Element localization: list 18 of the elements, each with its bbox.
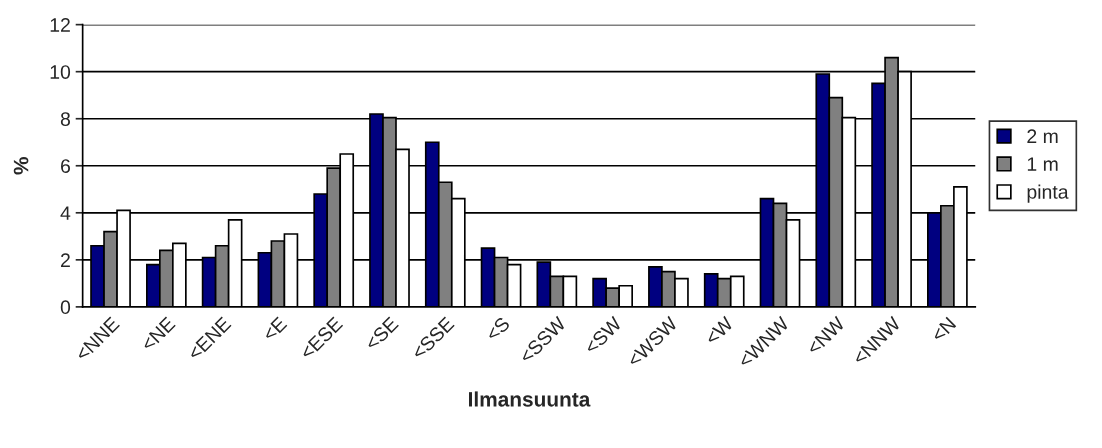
y-tick-label: 4 [60, 206, 71, 220]
x-tick-label: <SE [364, 316, 399, 352]
x-tick-label: <NE [140, 316, 176, 352]
legend-label: 1 m [1027, 157, 1058, 171]
legend-label: pinta [1027, 184, 1069, 203]
x-axis-title: Ilmansuunta [469, 391, 591, 407]
y-tick-label: 12 [50, 18, 70, 32]
y-tick-label: 6 [61, 159, 70, 173]
x-tick-label: <W [704, 315, 735, 346]
y-tick-label: 10 [50, 65, 71, 79]
y-axis-title: % [13, 157, 29, 175]
legend-label: 2 m [1027, 129, 1058, 143]
x-tick-label: <S [484, 316, 511, 342]
x-tick-label: <E [261, 316, 288, 342]
y-tick-label: 2 [61, 253, 70, 267]
y-tick-label: 8 [60, 112, 70, 126]
y-tick-label: 0 [60, 300, 71, 315]
x-tick-label: <N [930, 316, 957, 343]
